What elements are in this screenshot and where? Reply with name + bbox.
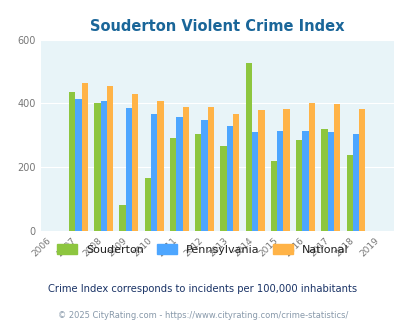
Bar [302,130,308,231]
Bar [75,99,81,231]
Bar [320,129,327,231]
Bar [81,82,88,231]
Bar [201,120,207,231]
Bar [258,111,264,231]
Bar [345,155,352,231]
Bar [245,63,251,231]
Bar [151,114,157,231]
Bar [94,103,100,231]
Bar [226,126,232,231]
Bar [169,139,176,231]
Bar [195,134,201,231]
Bar [220,146,226,231]
Bar [119,206,126,231]
Bar [69,92,75,231]
Bar [182,107,188,231]
Text: Crime Index corresponds to incidents per 100,000 inhabitants: Crime Index corresponds to incidents per… [48,284,357,294]
Bar [283,109,289,231]
Bar [107,86,113,231]
Text: © 2025 CityRating.com - https://www.cityrating.com/crime-statistics/: © 2025 CityRating.com - https://www.city… [58,312,347,320]
Bar [176,117,182,231]
Title: Souderton Violent Crime Index: Souderton Violent Crime Index [90,19,343,34]
Bar [144,178,151,231]
Bar [232,114,239,231]
Bar [358,109,364,231]
Bar [100,101,107,231]
Bar [157,102,163,231]
Bar [333,104,339,231]
Bar [132,94,138,231]
Bar [207,107,213,231]
Bar [327,132,333,231]
Bar [277,130,283,231]
Bar [308,103,314,231]
Bar [352,134,358,231]
Bar [270,161,277,231]
Bar [251,132,258,231]
Legend: Souderton, Pennsylvania, National: Souderton, Pennsylvania, National [53,240,352,259]
Bar [295,140,302,231]
Bar [126,108,132,231]
